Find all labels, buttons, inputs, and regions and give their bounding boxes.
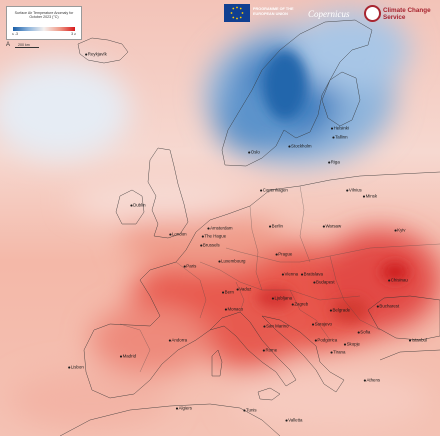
city-bratislava: Bratislava bbox=[301, 272, 323, 277]
city-bern: Bern bbox=[222, 290, 234, 295]
city-tunis: Tunis bbox=[243, 408, 257, 413]
city-reykjavik: Reykjavík bbox=[85, 52, 107, 57]
city-zagreb: Zagreb bbox=[292, 302, 308, 307]
city-belgrade: Belgrade bbox=[330, 308, 351, 313]
city-the-hague: The Hague bbox=[202, 234, 226, 239]
scale-bar-label: 200 km bbox=[18, 43, 30, 47]
city-lisbon: Lisbon bbox=[68, 365, 84, 370]
city-paris: Paris bbox=[184, 264, 196, 269]
city-sarajevo: Sarajevo bbox=[312, 322, 332, 327]
scale-bar-line bbox=[15, 47, 39, 48]
city-vilnius: Vilnius bbox=[346, 188, 362, 193]
city-madrid: Madrid bbox=[120, 354, 136, 359]
city-dublin: Dublin bbox=[130, 203, 145, 208]
city-monaco: Monaco bbox=[225, 307, 243, 312]
city-ljubljana: Ljubljana bbox=[272, 296, 293, 301]
copernicus-logo: Copernicus bbox=[308, 9, 350, 19]
city-san-marino: San Marino bbox=[263, 324, 288, 329]
city-athens: Athens bbox=[364, 378, 380, 383]
city-andorra: Andorra bbox=[169, 338, 187, 343]
city-helsinki: Helsinki bbox=[331, 126, 349, 131]
city-vienna: Vienna bbox=[282, 272, 299, 277]
city-podgorica: Podgorica bbox=[315, 338, 337, 343]
city-rome: Rome bbox=[263, 348, 277, 353]
city-budapest: Budapest bbox=[313, 280, 335, 285]
city-kyiv: Kyiv bbox=[395, 228, 405, 233]
city-vaduz: Vaduz bbox=[237, 287, 251, 292]
city-algiers: Algiers bbox=[176, 406, 192, 411]
city-chisinau: Chisinau bbox=[388, 278, 408, 283]
city-valletta: Valletta bbox=[286, 418, 302, 423]
city-copenhagen: Copenhagen bbox=[260, 188, 288, 193]
city-berlin: Berlin bbox=[269, 224, 283, 229]
city-london: London bbox=[169, 232, 187, 237]
city-bucharest: Bucharest bbox=[377, 304, 399, 309]
city-skopje: Skopje bbox=[344, 342, 360, 347]
legend-colorbar bbox=[13, 27, 75, 31]
city-warsaw: Warsaw bbox=[323, 224, 341, 229]
city-istanbul: Istanbul bbox=[409, 338, 427, 343]
legend-min-label: ≤ -3 bbox=[12, 32, 19, 36]
city-stockholm: Stockholm bbox=[288, 144, 312, 149]
legend-title: Surface Air Temperature Anomaly for Octo… bbox=[14, 11, 74, 20]
city-tallinn: Tallinn bbox=[332, 135, 347, 140]
eu-flag-icon bbox=[224, 4, 250, 22]
city-sofia: Sofia bbox=[358, 330, 370, 335]
eu-programme-text: PROGRAMME OF THE EUROPEAN UNION bbox=[253, 7, 294, 16]
north-arrow-icon: A bbox=[6, 42, 11, 48]
city-tirana: Tirana bbox=[331, 350, 345, 355]
city-minsk: Minsk bbox=[363, 194, 377, 199]
city-brussels: Brussels bbox=[200, 243, 220, 248]
legend-max-label: 3 ≥ bbox=[71, 32, 76, 36]
city-luxembourg: Luxembourg bbox=[218, 259, 245, 264]
city-riga: Riga bbox=[328, 160, 340, 165]
c3s-logo-icon bbox=[364, 5, 381, 22]
city-prague: Prague bbox=[276, 252, 292, 257]
city-amsterdam: Amsterdam bbox=[207, 226, 232, 231]
city-oslo: Oslo bbox=[248, 150, 260, 155]
legend: Surface Air Temperature Anomaly for Octo… bbox=[6, 6, 82, 40]
c3s-logo-text: Climate Change Service bbox=[383, 7, 431, 22]
country-borders bbox=[119, 185, 440, 373]
